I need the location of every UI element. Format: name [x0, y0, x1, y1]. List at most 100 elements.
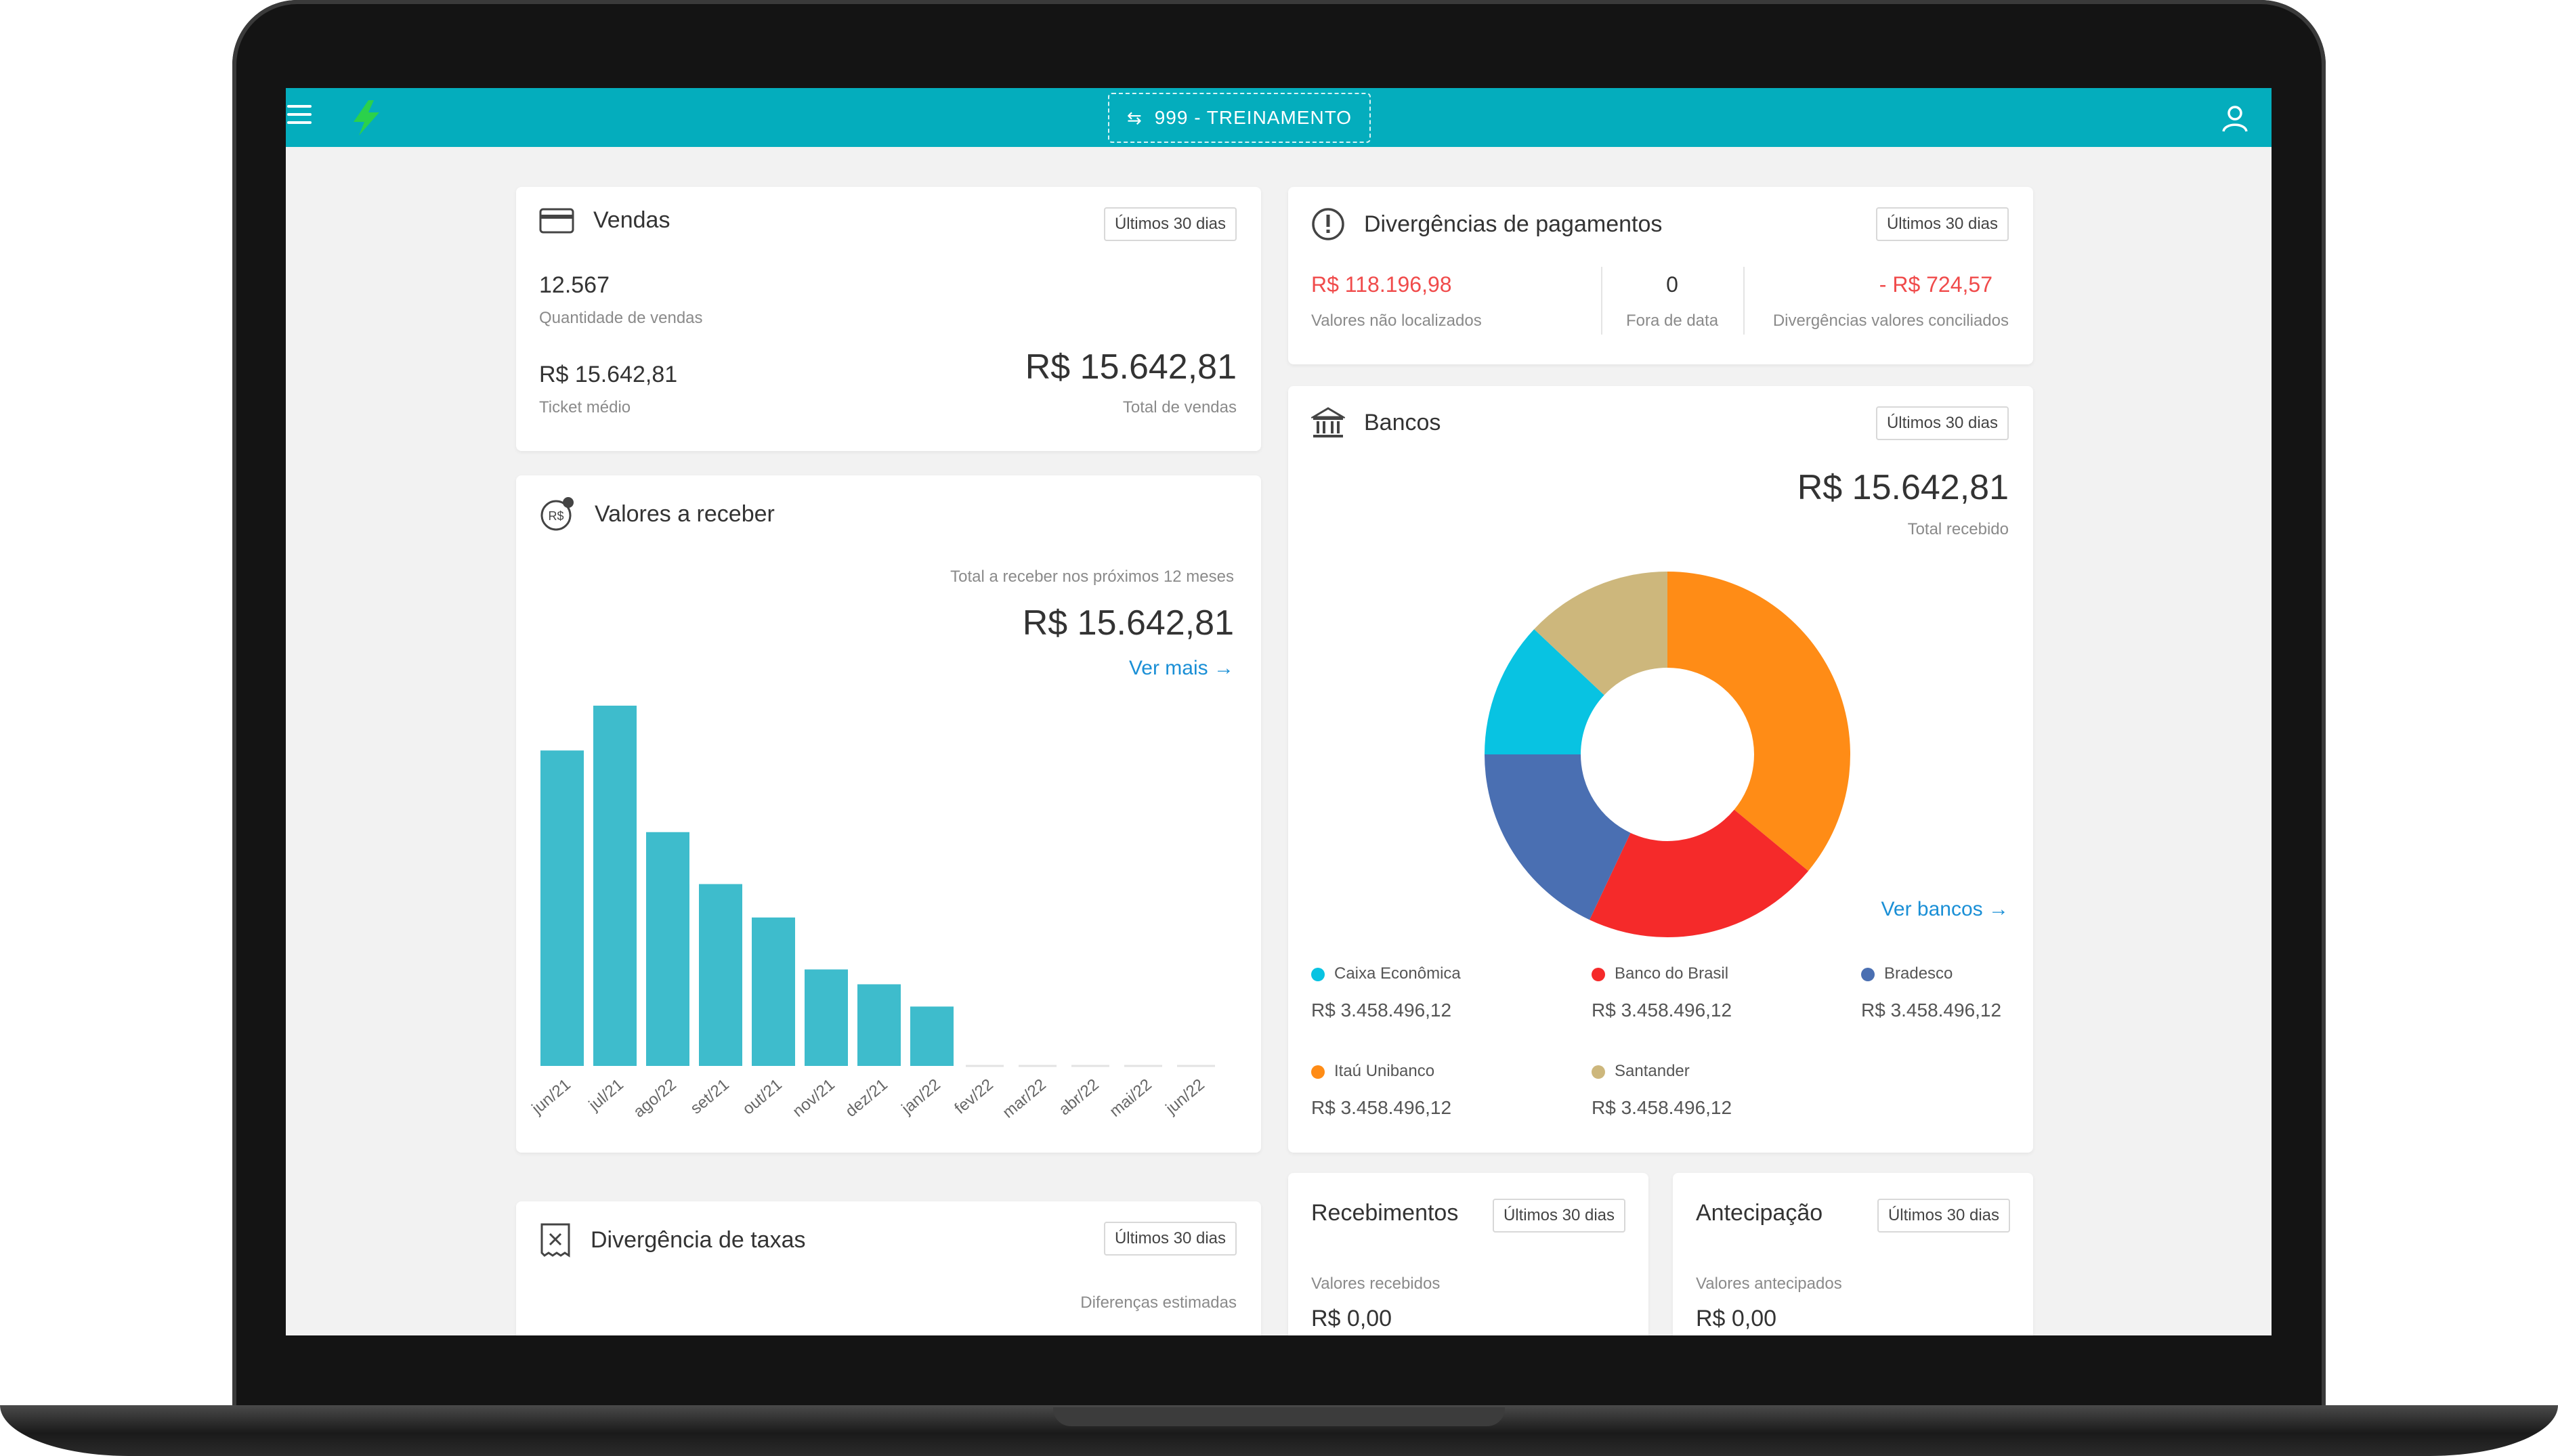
unlocated-values-label: Valores não localizados	[1311, 312, 1482, 330]
legend-item: Itaú Unibanco	[1311, 1062, 1434, 1081]
receivables-total: R$ 15.642,81	[1022, 603, 1234, 643]
x-tick-label: ago/22	[630, 1075, 680, 1121]
x-tick-label: nov/21	[789, 1075, 838, 1121]
user-icon[interactable]	[2220, 103, 2250, 133]
anticipation-title: Antecipação	[1696, 1200, 1823, 1226]
sales-card: Vendas Últimos 30 dias 12.567 Quantidade…	[516, 187, 1261, 451]
reconciled-divergence: - R$ 724,57	[1879, 272, 1992, 297]
anticipation-card: Antecipação Últimos 30 dias Valores ante…	[1673, 1173, 2033, 1335]
bank-icon	[1311, 407, 1345, 437]
sales-total-label: Total de vendas	[1122, 398, 1237, 416]
donut-slice-bradesco[interactable]	[1485, 754, 1631, 920]
legend-value: R$ 3.458.496,12	[1861, 1000, 2002, 1021]
fee-divergence-label: Diferenças estimadas	[1080, 1293, 1237, 1312]
bar-dez/21	[857, 984, 901, 1066]
alert-icon	[1312, 208, 1344, 240]
donut-slice-santander[interactable]	[1534, 572, 1667, 695]
divider	[1601, 267, 1602, 335]
x-tick-label: abr/22	[1055, 1075, 1102, 1119]
bar-jul/21	[593, 706, 637, 1066]
donut-slice-caixa-econ-mica[interactable]	[1485, 629, 1604, 754]
sales-quantity-label: Quantidade de vendas	[539, 309, 703, 327]
arrow-right-icon: →	[1214, 657, 1234, 679]
legend-name: Bradesco	[1884, 964, 1953, 983]
swap-icon: ⇆	[1126, 107, 1143, 128]
sales-ticket: R$ 15.642,81	[539, 362, 678, 387]
legend-dot	[1592, 967, 1605, 981]
banks-title: Bancos	[1364, 409, 1441, 435]
bar-ago/22	[646, 832, 689, 1066]
unlocated-values: R$ 118.196,98	[1311, 272, 1452, 297]
sales-quantity: 12.567	[539, 272, 610, 298]
sales-ticket-label: Ticket médio	[539, 398, 631, 416]
receivables-bar-chart: jun/21 jul/21 ago/22 set/21 out/21 nov/21 dez/…	[528, 706, 1215, 1122]
legend-value: R$ 3.458.496,12	[1592, 1097, 1732, 1118]
see-banks-label: Ver bancos	[1881, 898, 1983, 920]
donut-slice-banco-do-brasil[interactable]	[1590, 809, 1809, 937]
laptop-notch	[1053, 1407, 1505, 1426]
fee-divergence-title: Divergência de taxas	[591, 1226, 806, 1253]
receipts-value: R$ 0,00	[1311, 1306, 1392, 1331]
sales-total: R$ 15.642,81	[1025, 347, 1237, 387]
logo	[354, 100, 379, 135]
legend-value: R$ 3.458.496,12	[1311, 1097, 1452, 1118]
bar-jun/21	[540, 750, 584, 1066]
x-tick-label: jan/22	[898, 1075, 944, 1118]
receivables-card: R$ Valores a receber Total a receber nos…	[516, 475, 1261, 1153]
banks-card: Bancos Últimos 30 dias R$ 15.642,81 Tota…	[1288, 386, 2033, 1153]
donut-slice-ita-unibanco[interactable]	[1667, 572, 1850, 872]
see-banks-link[interactable]: Ver bancos →	[1881, 898, 2009, 921]
legend-dot	[1592, 1065, 1605, 1079]
anticipation-period-button[interactable]: Últimos 30 dias	[1877, 1199, 2010, 1233]
payment-divergence-period-button[interactable]: Últimos 30 dias	[1875, 207, 2009, 241]
x-tick-label: mar/22	[999, 1075, 1050, 1122]
receivables-see-more-label: Ver mais	[1128, 657, 1208, 679]
receipts-title: Recebimentos	[1311, 1200, 1459, 1226]
receipts-period-button[interactable]: Últimos 30 dias	[1492, 1199, 1625, 1233]
environment-label: 999 - TREINAMENTO	[1154, 107, 1352, 128]
screen: ⇆ 999 - TREINAMENTO Vendas Últimos 30 di…	[286, 88, 2272, 1335]
banks-period-button[interactable]: Últimos 30 dias	[1875, 406, 2009, 440]
anticipation-label: Valores antecipados	[1696, 1275, 1842, 1293]
fee-divergence-period-button[interactable]: Últimos 30 dias	[1103, 1222, 1237, 1256]
top-bar: ⇆ 999 - TREINAMENTO	[286, 88, 2272, 147]
legend-value: R$ 3.458.496,12	[1592, 1000, 1732, 1021]
reconciled-divergence-label: Divergências valores conciliados	[1772, 312, 2009, 330]
banks-donut-chart	[1485, 572, 1850, 937]
environment-selector[interactable]: ⇆ 999 - TREINAMENTO	[1108, 93, 1371, 143]
receivables-see-more-link[interactable]: Ver mais →	[1129, 657, 1234, 680]
out-of-date-label: Fora de data	[1625, 312, 1719, 330]
legend-item: Bradesco	[1861, 964, 1953, 983]
legend-item: Caixa Econômica	[1311, 964, 1461, 983]
legend-name: Santander	[1615, 1062, 1690, 1080]
x-tick-label: jun/21	[528, 1075, 574, 1118]
legend-item: Banco do Brasil	[1592, 964, 1728, 983]
coin-icon: R$	[540, 497, 574, 531]
arrow-right-icon: →	[1988, 898, 2009, 920]
x-tick-label: jun/22	[1162, 1075, 1208, 1118]
bar-nov/21	[805, 969, 848, 1066]
x-tick-label: out/21	[739, 1075, 785, 1119]
sales-title: Vendas	[593, 207, 670, 233]
hamburger-icon[interactable]	[287, 105, 312, 129]
out-of-date-count: 0	[1666, 272, 1678, 297]
legend-dot	[1311, 1065, 1325, 1079]
receivables-total-label: Total a receber nos próximos 12 meses	[950, 568, 1234, 586]
receivables-title: Valores a receber	[595, 500, 775, 527]
bar-out/21	[752, 917, 795, 1066]
bar-set/21	[699, 884, 742, 1066]
sales-period-button[interactable]: Últimos 30 dias	[1103, 207, 1237, 241]
banks-total-label: Total recebido	[1907, 520, 2009, 538]
legend-item: Santander	[1592, 1062, 1690, 1081]
banks-total: R$ 15.642,81	[1797, 468, 2009, 507]
payment-divergence-card: Divergências de pagamentos Últimos 30 di…	[1288, 187, 2033, 364]
fee-divergence-card: Divergência de taxas Últimos 30 dias Dif…	[516, 1201, 1261, 1335]
bar-jan/22	[910, 1006, 954, 1066]
x-tick-label: mai/22	[1106, 1075, 1155, 1121]
receipts-label: Valores recebidos	[1311, 1275, 1441, 1293]
svg-text:R$: R$	[548, 509, 563, 523]
credit-card-icon	[539, 208, 574, 233]
anticipation-value: R$ 0,00	[1696, 1306, 1777, 1331]
x-tick-label: jul/21	[585, 1075, 627, 1115]
legend-value: R$ 3.458.496,12	[1311, 1000, 1452, 1021]
